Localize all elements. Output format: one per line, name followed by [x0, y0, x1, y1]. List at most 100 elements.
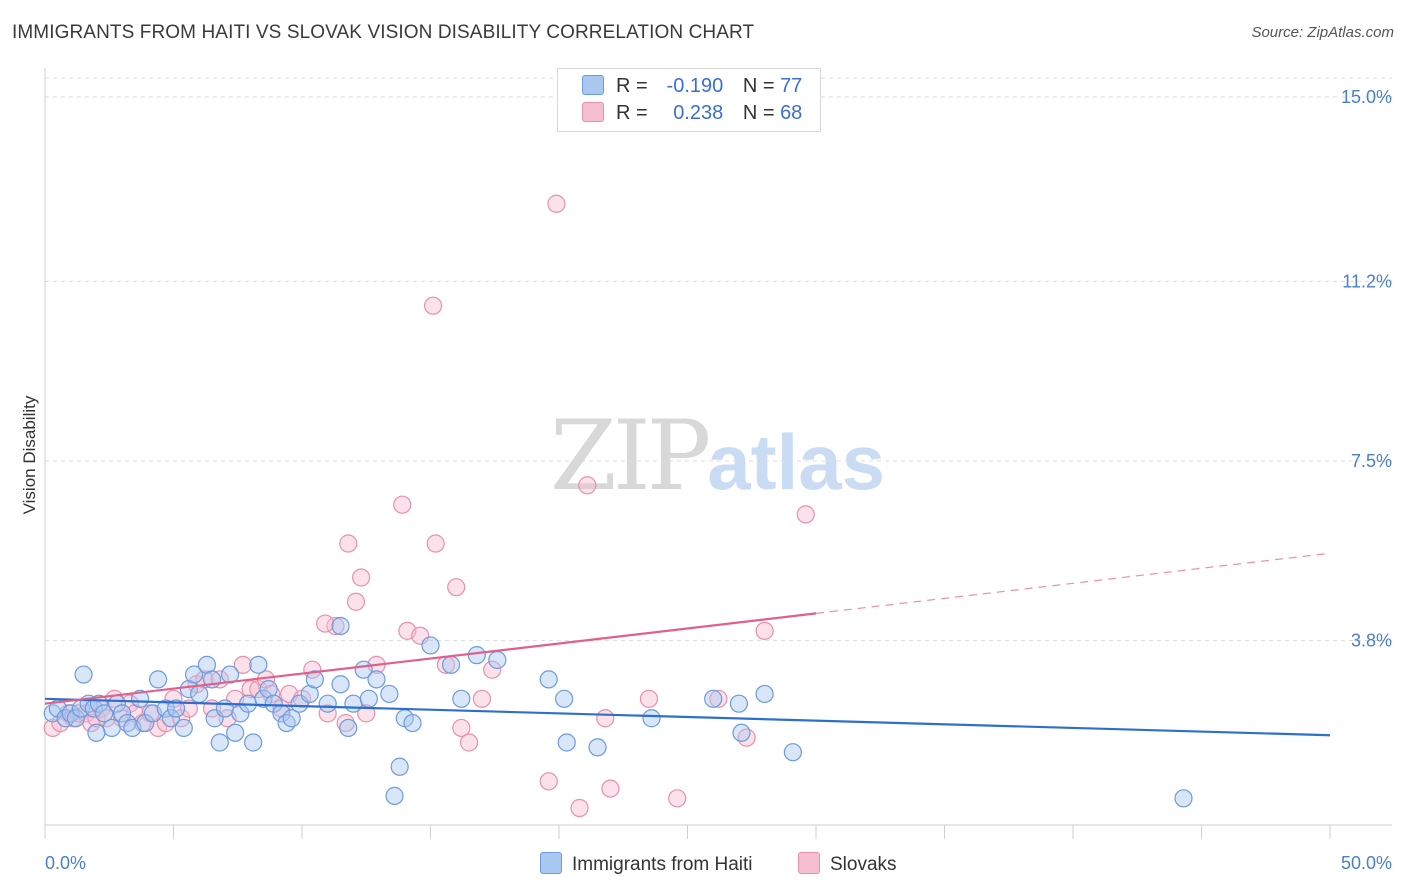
legend-r-label-slovaks: R =: [616, 102, 648, 124]
legend-n-label-haiti: N =: [742, 75, 775, 97]
legend-r-value-slovaks: 0.238: [673, 102, 724, 124]
haiti-point: [755, 684, 774, 704]
legend-n-value-haiti: 77: [780, 75, 803, 97]
haiti-point: [441, 655, 461, 674]
slovak-point: [639, 689, 659, 708]
legend-r-value-haiti: -0.190: [666, 75, 724, 97]
slovak-legend-swatch-icon: [798, 852, 820, 874]
axis-layer: [44, 68, 1392, 839]
slovak-swatch-icon: [582, 102, 604, 122]
haiti-point: [156, 699, 175, 718]
slovak-point: [423, 296, 443, 315]
haiti-point: [642, 709, 661, 728]
haiti-point: [305, 670, 324, 689]
haiti-point: [539, 670, 558, 689]
bottom-legend-slovaks-label: Slovaks: [830, 854, 897, 875]
slovak-point: [447, 578, 466, 597]
slovak-point: [339, 534, 358, 553]
bottom-legend-slovaks[interactable]: Slovaks: [798, 852, 897, 876]
slovak-point: [578, 476, 597, 495]
haiti-point: [557, 733, 576, 752]
source-label: Source: ZipAtlas.com: [1251, 24, 1394, 41]
haiti-point: [102, 718, 121, 738]
haiti-point: [56, 709, 75, 728]
slovak-point: [393, 495, 412, 514]
haiti-point: [74, 665, 93, 684]
slovak-point: [547, 194, 566, 213]
legend-row-haiti: R = -0.190 N = 77: [582, 75, 802, 99]
slovak-point: [346, 592, 366, 611]
slovak-point: [483, 660, 502, 679]
haiti-point: [421, 636, 440, 655]
haiti-point: [403, 713, 422, 733]
legend-r-label-haiti: R =: [616, 75, 648, 97]
haiti-point: [66, 709, 85, 728]
haiti-point: [254, 689, 273, 708]
watermark-atlas: atlas: [707, 418, 886, 506]
bottom-legend-haiti[interactable]: Immigrants from Haiti: [540, 852, 753, 876]
y-tick-label: 15.0%: [1341, 87, 1392, 107]
haiti-point: [390, 757, 409, 776]
haiti-point: [588, 738, 607, 757]
haiti-point: [380, 684, 399, 704]
label-layer: 3.8% 7.5% 11.2% 15.0% 0.0% 50.0%: [45, 87, 1392, 873]
haiti-point: [136, 713, 155, 733]
haiti-point: [190, 684, 209, 704]
slovak-point: [316, 614, 335, 633]
haiti-legend-swatch-icon: [540, 852, 562, 874]
bottom-legend-haiti-label: Immigrants from Haiti: [572, 854, 753, 875]
slovak-point: [755, 621, 774, 640]
slovak-point: [539, 772, 558, 791]
slovak-point: [179, 699, 199, 718]
haiti-point: [282, 709, 301, 728]
haiti-point: [130, 689, 150, 708]
haiti-point: [339, 718, 358, 738]
haiti-point: [264, 694, 283, 713]
haiti-point: [344, 694, 363, 713]
watermark-zip: ZIP: [550, 400, 711, 512]
trend-layer: [44, 552, 1331, 737]
haiti-point: [184, 665, 204, 684]
haiti-point: [555, 689, 574, 708]
haiti-point: [112, 704, 132, 723]
correlation-legend: R = -0.190 N = 77 R = 0.238 N = 68: [557, 68, 821, 132]
haiti-trend-line: [44, 697, 1331, 737]
slovak-point: [472, 689, 491, 708]
slovak-point: [233, 655, 252, 674]
slovak-point: [601, 779, 620, 798]
slovak-point: [596, 709, 615, 728]
haiti-point: [729, 694, 749, 713]
watermark: ZIPatlas: [550, 400, 885, 512]
haiti-point: [148, 670, 168, 689]
haiti-point: [210, 733, 229, 752]
haiti-point: [467, 646, 486, 665]
haiti-point: [704, 689, 723, 708]
x-tick-label: 50.0%: [1341, 853, 1392, 873]
x-tick-label: 0.0%: [45, 853, 86, 873]
haiti-point: [87, 723, 106, 742]
haiti-point: [61, 704, 80, 723]
haiti-point: [1174, 789, 1193, 808]
haiti-point: [215, 699, 234, 718]
haiti-point: [359, 689, 378, 708]
haiti-point: [118, 713, 137, 733]
haiti-point: [161, 709, 181, 728]
chart-title: IMMIGRANTS FROM HAITI VS SLOVAK VISION D…: [12, 22, 755, 43]
haiti-point: [277, 713, 296, 733]
slovak-point: [796, 505, 815, 524]
haiti-point: [385, 786, 404, 805]
y-tick-label: 11.2%: [1342, 271, 1392, 291]
slovak-trend-line-extension: [815, 552, 1331, 614]
haiti-point: [452, 689, 471, 708]
haiti-point: [226, 723, 245, 742]
legend-row-slovaks: R = 0.238 N = 68: [582, 102, 802, 126]
slovak-point: [459, 733, 479, 752]
slovak-trend-line: [44, 612, 817, 705]
haiti-point: [166, 699, 186, 718]
slovak-point: [318, 704, 337, 723]
slovak-point: [120, 694, 139, 713]
haiti-point: [318, 694, 337, 713]
haiti-swatch-icon: [582, 75, 604, 95]
haiti-point: [249, 655, 268, 674]
